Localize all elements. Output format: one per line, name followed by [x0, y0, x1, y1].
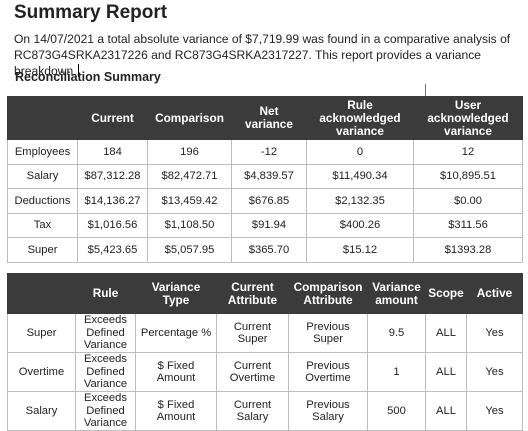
rules-header-row: Rule Variance Type Current Attribute Com… [7, 273, 523, 314]
table-row: Salary $87,312.28 $82,472.71 $4,839.57 $… [7, 163, 523, 189]
scope: ALL [425, 313, 467, 353]
report-intro-text: On 14/07/2021 a total absolute variance … [14, 32, 511, 78]
comparison-value: $1,108.50 [147, 212, 232, 238]
variance-amount: 9.5 [367, 313, 426, 353]
table-row: Tax $1,016.56 $1,108.50 $91.94 $400.26 $… [7, 212, 523, 238]
scope: ALL [425, 352, 467, 392]
report-intro-paragraph: On 14/07/2021 a total absolute variance … [14, 31, 524, 79]
row-label: Deductions [7, 188, 78, 214]
user-acknowledged-value: $10,895.51 [413, 163, 523, 189]
rule-name: Exceeds Defined Variance [75, 313, 136, 353]
current-value: $14,136.27 [77, 188, 148, 214]
scope: ALL [425, 391, 467, 431]
current-attribute: Current Overtime [216, 352, 289, 392]
net-variance-value: $365.70 [231, 237, 307, 263]
recon-header-comparison: Comparison [147, 96, 232, 140]
row-label: Employees [7, 139, 78, 165]
active-status: Yes [466, 313, 523, 353]
rules-header-scope: Scope [425, 273, 467, 314]
current-value: $1,016.56 [77, 212, 148, 238]
net-variance-value: -12 [231, 139, 307, 165]
comparison-attribute: Previous Salary [288, 391, 368, 431]
active-status: Yes [466, 352, 523, 392]
current-attribute: Current Super [216, 313, 289, 353]
rule-acknowledged-value: $15.12 [306, 237, 414, 263]
user-acknowledged-value: $1393.28 [413, 237, 523, 263]
net-variance-value: $91.94 [231, 212, 307, 238]
i-beam-cursor [425, 84, 426, 98]
recon-header-row: Current Comparison Net variance Rule ack… [7, 96, 523, 140]
comparison-value: 196 [147, 139, 232, 165]
recon-header-blank [7, 96, 78, 140]
reconciliation-summary-title: Reconciliation Summary [15, 70, 161, 84]
rule-row-label: Super [7, 313, 76, 353]
variance-rules-table: Rule Variance Type Current Attribute Com… [7, 273, 523, 431]
variance-type: $ Fixed Amount [135, 391, 217, 431]
current-attribute: Current Salary [216, 391, 289, 431]
rules-header-current-attribute: Current Attribute [216, 273, 289, 314]
table-row: Employees 184 196 -12 0 12 [7, 139, 523, 165]
current-value: $87,312.28 [77, 163, 148, 189]
comparison-value: $13,459.42 [147, 188, 232, 214]
reconciliation-summary-table: Current Comparison Net variance Rule ack… [7, 96, 523, 263]
active-status: Yes [466, 391, 523, 431]
rule-acknowledged-value: 0 [306, 139, 414, 165]
row-label: Tax [7, 212, 78, 238]
recon-header-current: Current [77, 96, 148, 140]
rules-header-rule: Rule [75, 273, 136, 314]
recon-header-user-acknowledged-variance: User acknowledged variance [413, 96, 523, 140]
current-value: $5,423.65 [77, 237, 148, 263]
user-acknowledged-value: 12 [413, 139, 523, 165]
rule-name: Exceeds Defined Variance [75, 391, 136, 431]
rule-row-label: Salary [7, 391, 76, 431]
rules-header-variance-amount: Variance amount [367, 273, 426, 314]
net-variance-value: $4,839.57 [231, 163, 307, 189]
comparison-value: $5,057.95 [147, 237, 232, 263]
rule-acknowledged-value: $11,490.34 [306, 163, 414, 189]
variance-type: Percentage % [135, 313, 217, 353]
text-cursor [77, 64, 79, 77]
table-row: Overtime Exceeds Defined Variance $ Fixe… [7, 352, 523, 392]
row-label: Super [7, 237, 78, 263]
rules-header-comparison-attribute: Comparison Attribute [288, 273, 368, 314]
variance-type: $ Fixed Amount [135, 352, 217, 392]
user-acknowledged-value: $0.00 [413, 188, 523, 214]
recon-header-rule-acknowledged-variance: Rule acknowledged variance [306, 96, 414, 140]
rule-acknowledged-value: $400.26 [306, 212, 414, 238]
comparison-attribute: Previous Overtime [288, 352, 368, 392]
row-label: Salary [7, 163, 78, 189]
recon-header-net-variance: Net variance [231, 96, 307, 140]
rule-acknowledged-value: $2,132.35 [306, 188, 414, 214]
rule-row-label: Overtime [7, 352, 76, 392]
rule-name: Exceeds Defined Variance [75, 352, 136, 392]
current-value: 184 [77, 139, 148, 165]
table-row: Deductions $14,136.27 $13,459.42 $676.85… [7, 188, 523, 214]
rules-header-blank [7, 273, 76, 314]
user-acknowledged-value: $311.56 [413, 212, 523, 238]
table-row: Salary Exceeds Defined Variance $ Fixed … [7, 391, 523, 431]
comparison-value: $82,472.71 [147, 163, 232, 189]
table-row: Super Exceeds Defined Variance Percentag… [7, 313, 523, 353]
rules-header-active: Active [466, 273, 523, 314]
variance-amount: 1 [367, 352, 426, 392]
table-row: Super $5,423.65 $5,057.95 $365.70 $15.12… [7, 237, 523, 263]
report-title: Summary Report [14, 2, 168, 23]
net-variance-value: $676.85 [231, 188, 307, 214]
rules-header-variance-type: Variance Type [135, 273, 217, 314]
variance-amount: 500 [367, 391, 426, 431]
comparison-attribute: Previous Super [288, 313, 368, 353]
